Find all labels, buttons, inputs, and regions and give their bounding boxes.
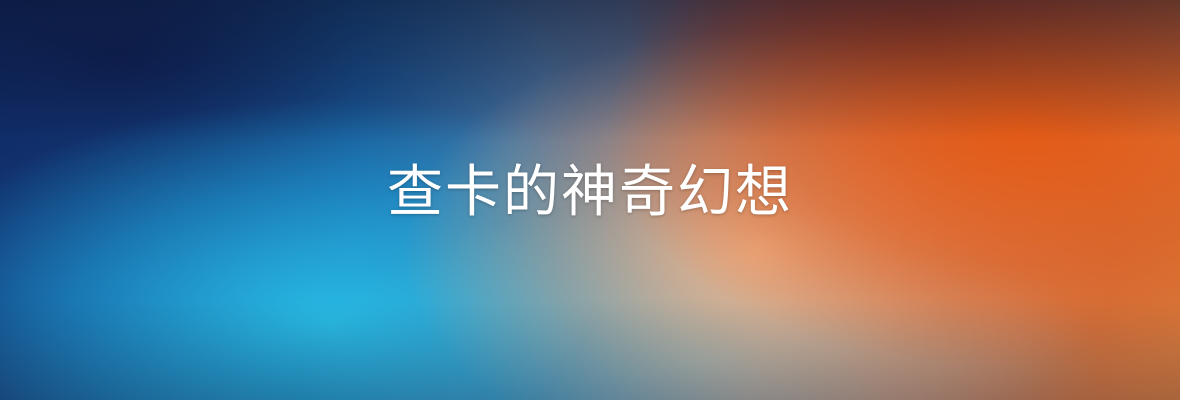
banner-title: 查卡的神奇幻想 — [387, 160, 793, 225]
